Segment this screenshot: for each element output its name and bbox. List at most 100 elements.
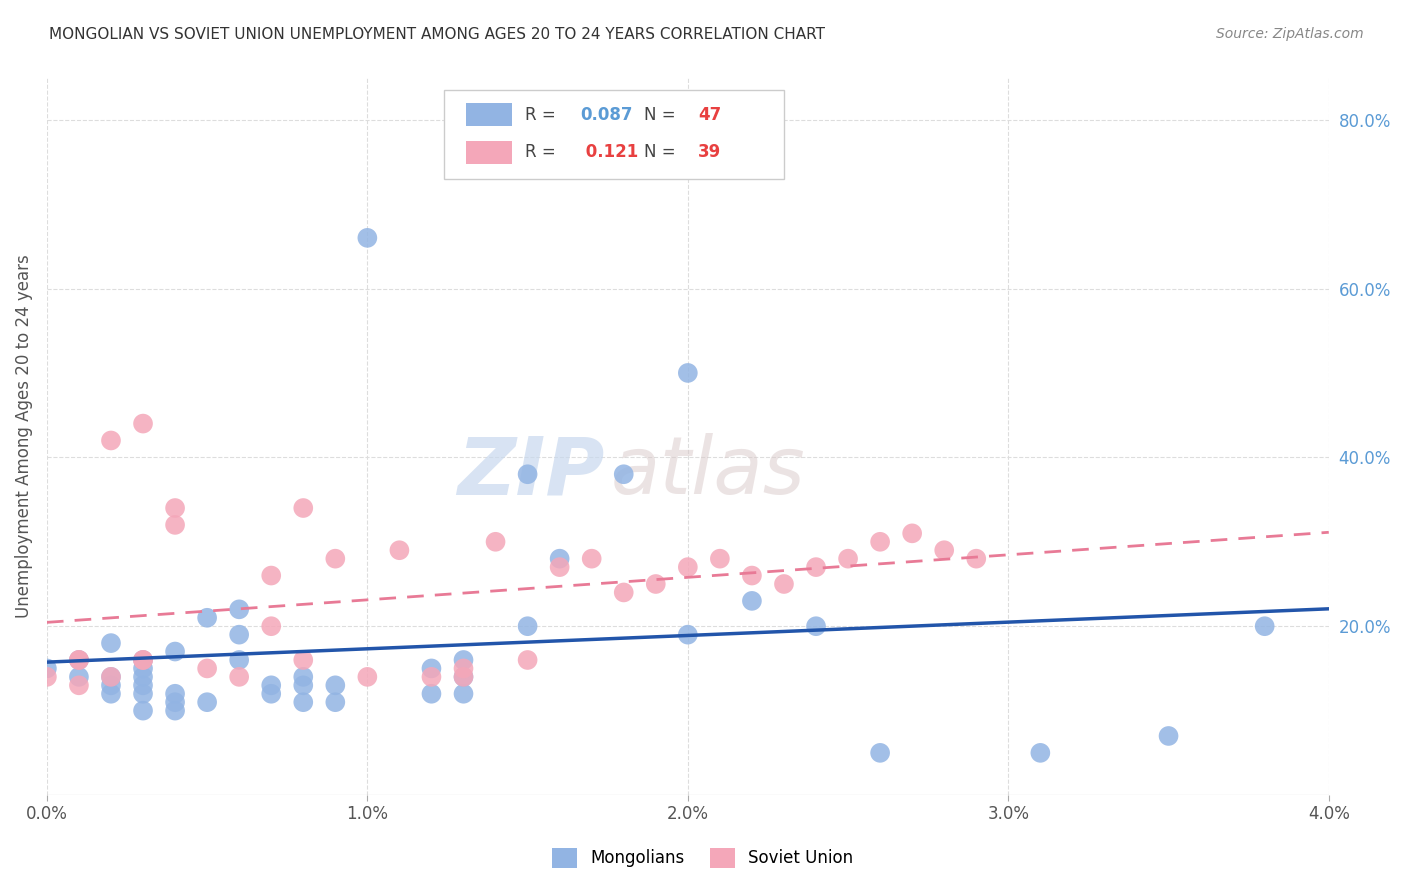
Point <box>228 670 250 684</box>
Point <box>132 653 155 667</box>
Point <box>709 551 731 566</box>
Point <box>934 543 956 558</box>
Point <box>100 678 122 692</box>
Point <box>165 687 187 701</box>
Point <box>453 670 475 684</box>
Text: atlas: atlas <box>612 434 806 511</box>
Point <box>613 467 636 482</box>
Point <box>1029 746 1052 760</box>
Point <box>323 551 346 566</box>
Point <box>100 670 122 684</box>
Text: 39: 39 <box>699 143 721 161</box>
Point <box>420 661 443 675</box>
Legend: Mongolians, Soviet Union: Mongolians, Soviet Union <box>546 841 860 875</box>
Point <box>1253 619 1275 633</box>
Text: MONGOLIAN VS SOVIET UNION UNEMPLOYMENT AMONG AGES 20 TO 24 YEARS CORRELATION CHA: MONGOLIAN VS SOVIET UNION UNEMPLOYMENT A… <box>49 27 825 42</box>
Point <box>292 501 315 516</box>
Point <box>453 687 475 701</box>
Point <box>741 594 763 608</box>
Point <box>676 366 699 380</box>
Point <box>35 661 58 675</box>
Text: 47: 47 <box>699 106 721 124</box>
Point <box>804 560 827 574</box>
Text: ZIP: ZIP <box>457 434 605 511</box>
Point <box>420 687 443 701</box>
Point <box>67 653 90 667</box>
Point <box>484 534 506 549</box>
Point <box>323 678 346 692</box>
Point <box>644 577 666 591</box>
Point <box>292 695 315 709</box>
Point <box>741 568 763 582</box>
Point <box>132 678 155 692</box>
Point <box>132 704 155 718</box>
FancyBboxPatch shape <box>465 141 512 163</box>
Point <box>132 653 155 667</box>
Point <box>132 687 155 701</box>
Text: 0.087: 0.087 <box>581 106 633 124</box>
Point <box>453 670 475 684</box>
Point <box>165 704 187 718</box>
Point <box>195 661 218 675</box>
FancyBboxPatch shape <box>465 103 512 127</box>
Text: R =: R = <box>524 106 561 124</box>
Point <box>67 678 90 692</box>
Point <box>804 619 827 633</box>
Point <box>67 653 90 667</box>
Point <box>965 551 987 566</box>
Point <box>67 670 90 684</box>
Point <box>132 653 155 667</box>
Point <box>453 661 475 675</box>
Point <box>165 501 187 516</box>
Point <box>613 585 636 599</box>
FancyBboxPatch shape <box>444 89 785 179</box>
Point <box>323 695 346 709</box>
Text: N =: N = <box>644 106 681 124</box>
Point <box>869 746 891 760</box>
Point <box>132 670 155 684</box>
Point <box>100 670 122 684</box>
Y-axis label: Unemployment Among Ages 20 to 24 years: Unemployment Among Ages 20 to 24 years <box>15 254 32 618</box>
Point <box>260 678 283 692</box>
Point <box>228 602 250 616</box>
Point <box>132 417 155 431</box>
Point <box>901 526 924 541</box>
Point <box>35 670 58 684</box>
Point <box>869 534 891 549</box>
Point <box>548 560 571 574</box>
Point <box>516 467 538 482</box>
Point <box>195 695 218 709</box>
Point <box>453 653 475 667</box>
Point <box>132 661 155 675</box>
Point <box>100 434 122 448</box>
Text: N =: N = <box>644 143 681 161</box>
Point <box>100 636 122 650</box>
Point <box>773 577 796 591</box>
Text: R =: R = <box>524 143 567 161</box>
Point <box>1157 729 1180 743</box>
Point <box>837 551 859 566</box>
Point <box>292 678 315 692</box>
Point <box>165 517 187 532</box>
Point <box>356 231 378 245</box>
Point <box>165 644 187 658</box>
Point <box>420 670 443 684</box>
Point <box>516 619 538 633</box>
Point <box>516 653 538 667</box>
Point <box>67 653 90 667</box>
Point <box>260 687 283 701</box>
Point <box>292 670 315 684</box>
Text: Source: ZipAtlas.com: Source: ZipAtlas.com <box>1216 27 1364 41</box>
Text: 0.121: 0.121 <box>581 143 638 161</box>
Point <box>292 653 315 667</box>
Point <box>260 568 283 582</box>
Point <box>581 551 603 566</box>
Point <box>388 543 411 558</box>
Point <box>548 551 571 566</box>
Point <box>356 670 378 684</box>
Point <box>195 611 218 625</box>
Point <box>676 627 699 641</box>
Point <box>165 695 187 709</box>
Point <box>676 560 699 574</box>
Point <box>228 653 250 667</box>
